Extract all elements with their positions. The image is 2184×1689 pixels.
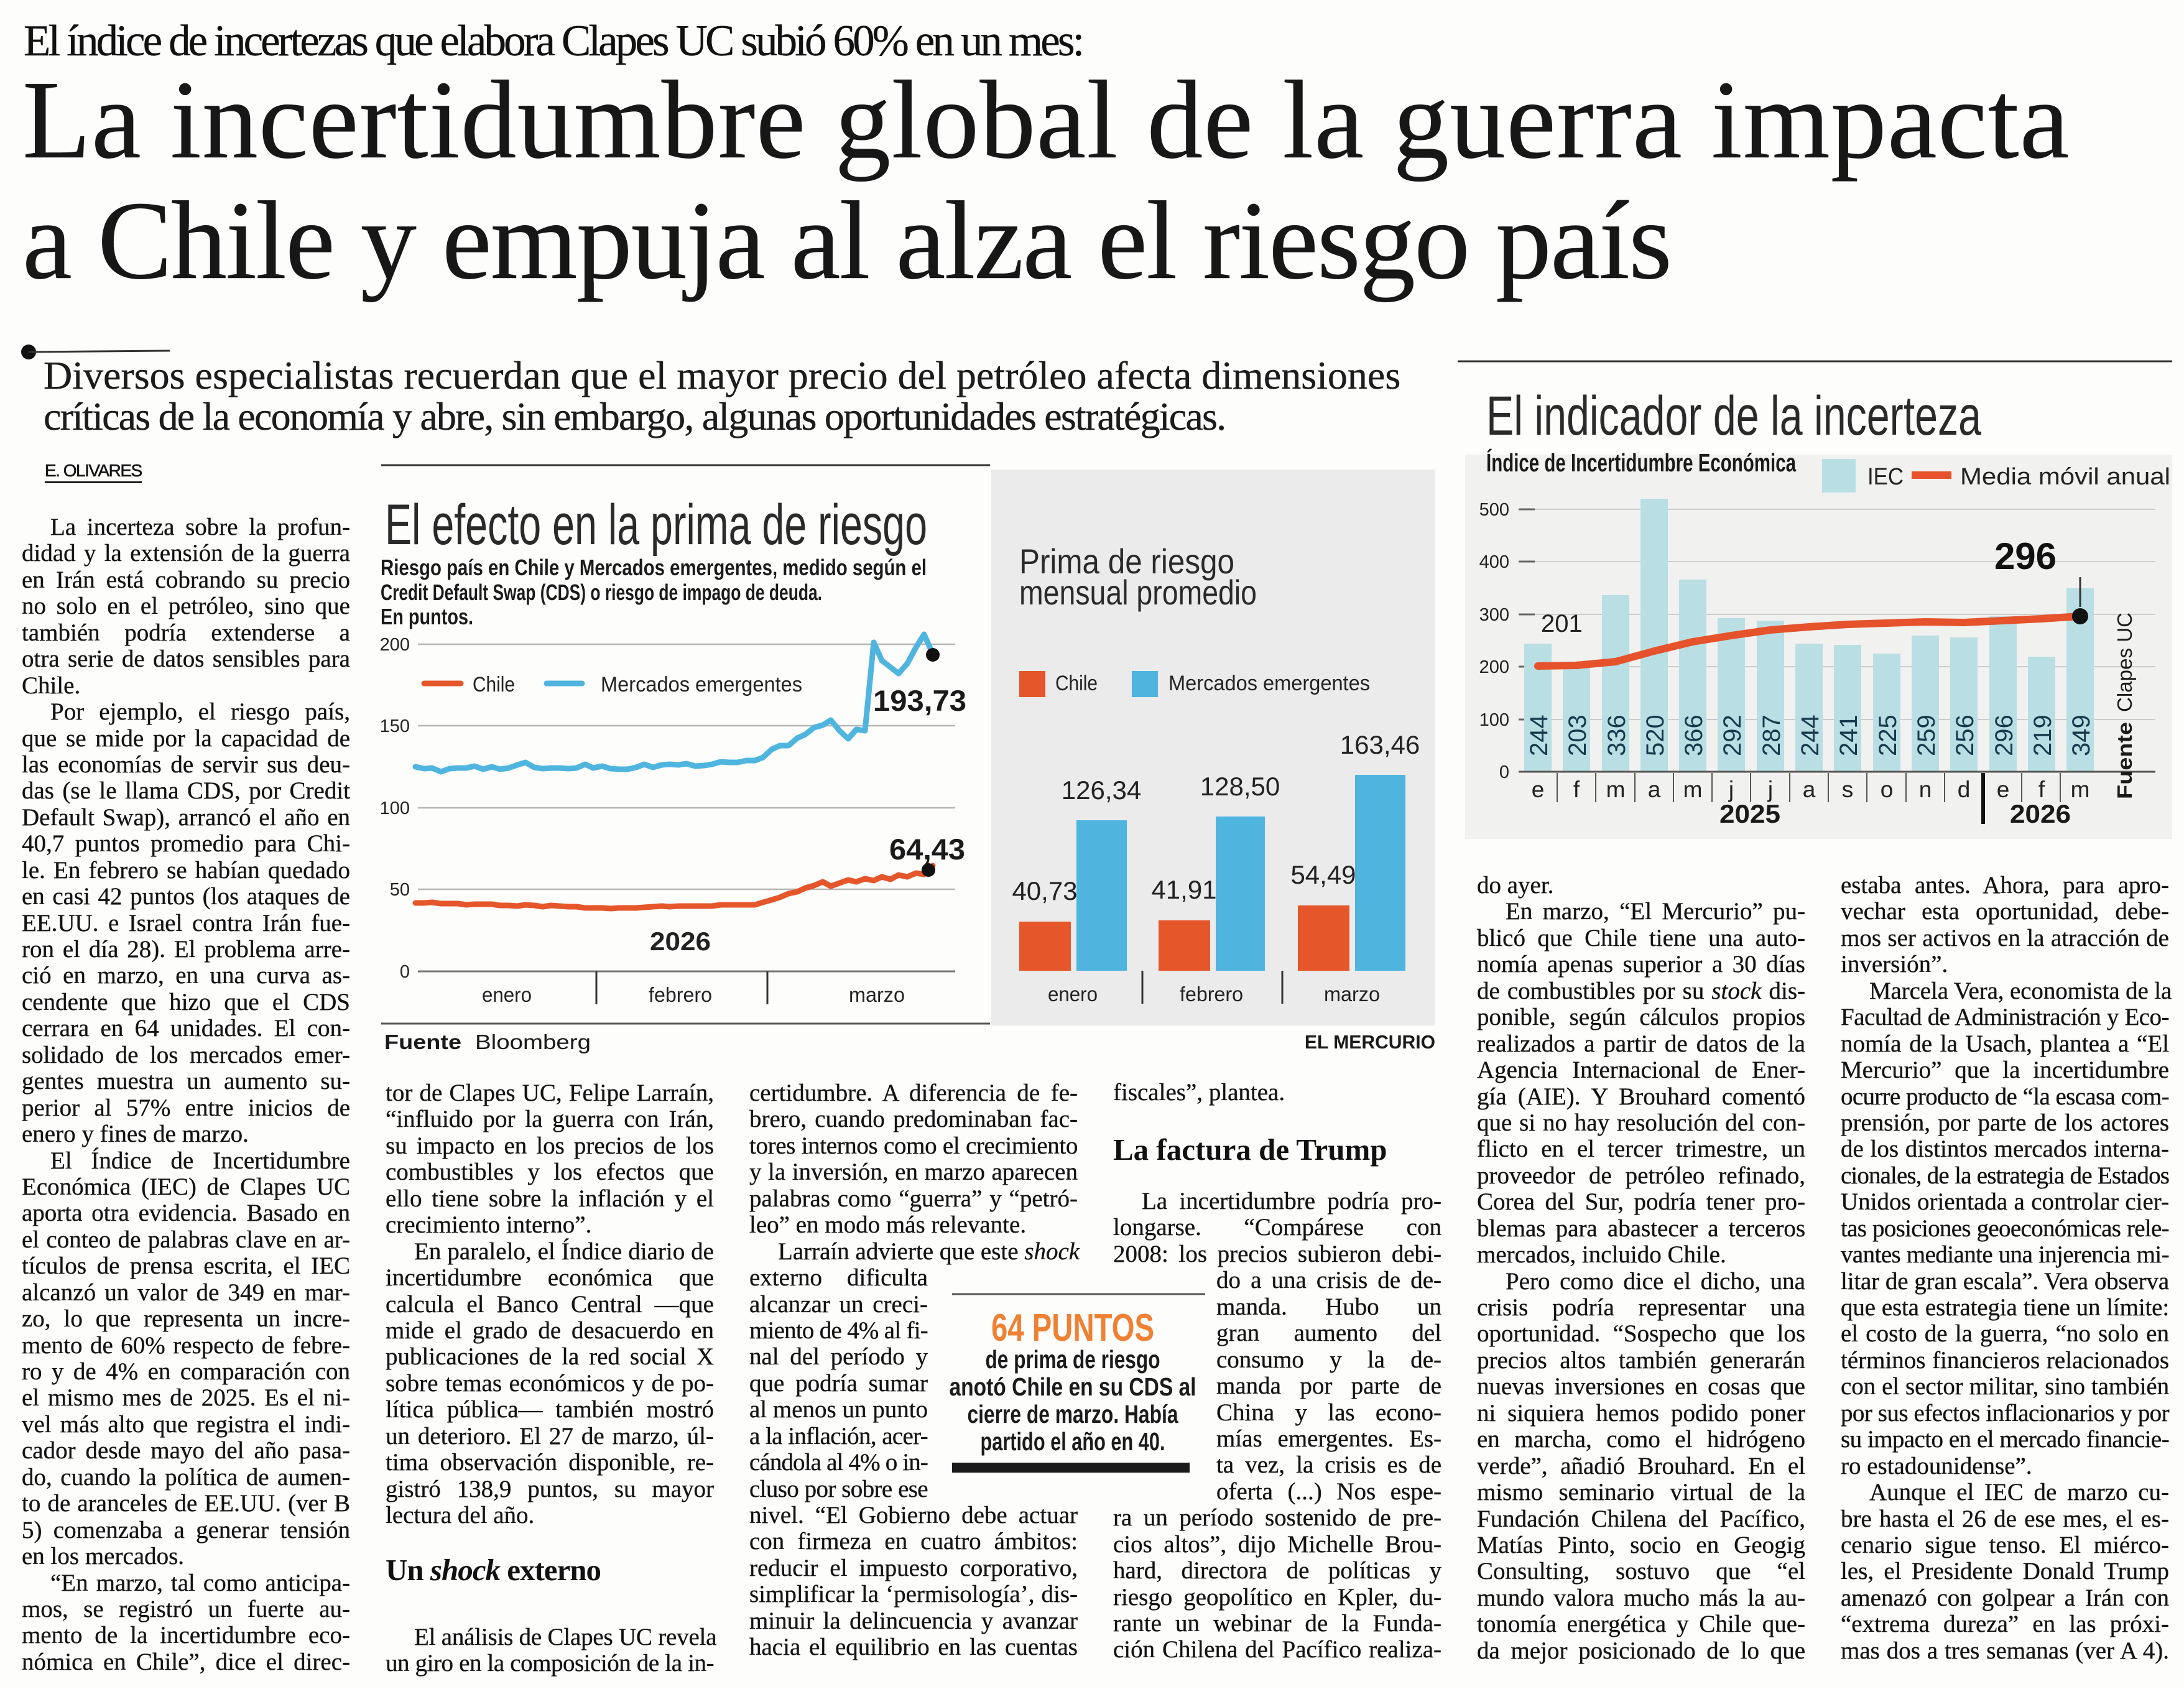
- svg-text:IEC: IEC: [1867, 464, 1904, 490]
- svg-text:100: 100: [1479, 710, 1509, 730]
- svg-text:64 PUNTOS: 64 PUNTOS: [991, 1307, 1154, 1349]
- svg-text:Chile: Chile: [1055, 672, 1098, 695]
- svg-text:m: m: [1683, 777, 1703, 802]
- svg-text:marzo: marzo: [849, 983, 905, 1006]
- svg-text:m: m: [2071, 777, 2090, 802]
- svg-text:225: 225: [1874, 715, 1902, 756]
- svg-text:54,49: 54,49: [1290, 860, 1356, 889]
- svg-text:j: j: [1728, 777, 1734, 802]
- svg-text:a: a: [1648, 777, 1661, 802]
- svg-text:enero: enero: [482, 983, 532, 1006]
- svg-text:El indicador de la incerteza: El indicador de la incerteza: [1486, 384, 1981, 447]
- svg-text:o: o: [1881, 777, 1894, 802]
- svg-text:244: 244: [1525, 715, 1553, 756]
- svg-text:241: 241: [1835, 715, 1862, 756]
- svg-text:de prima de riesgo: de prima de riesgo: [986, 1345, 1160, 1374]
- svg-text:d: d: [1958, 777, 1971, 802]
- svg-text:El efecto en la prima de riesg: El efecto en la prima de riesgo: [385, 493, 927, 557]
- svg-text:336: 336: [1603, 715, 1631, 756]
- svg-text:cierre de marzo. Había: cierre de marzo. Había: [968, 1400, 1179, 1428]
- svg-text:400: 400: [1479, 552, 1509, 572]
- svg-text:febrero: febrero: [649, 983, 712, 1006]
- svg-text:500: 500: [1479, 500, 1509, 520]
- svg-text:244: 244: [1797, 715, 1824, 756]
- svg-text:100: 100: [380, 798, 410, 818]
- svg-text:e: e: [1532, 777, 1545, 802]
- svg-text:Mercados emergentes: Mercados emergentes: [601, 673, 802, 696]
- svg-text:Bloomberg: Bloomberg: [475, 1030, 591, 1053]
- svg-text:2026: 2026: [2010, 799, 2071, 828]
- svg-text:Mercados emergentes: Mercados emergentes: [1168, 672, 1370, 695]
- svg-text:349: 349: [2068, 715, 2095, 756]
- svg-text:Fuente: Fuente: [2113, 722, 2136, 799]
- svg-text:f: f: [2038, 777, 2045, 802]
- svg-text:203: 203: [1564, 715, 1591, 756]
- svg-text:163,46: 163,46: [1340, 730, 1420, 759]
- svg-text:anotó Chile en su CDS al: anotó Chile en su CDS al: [950, 1372, 1196, 1401]
- svg-text:j: j: [1767, 777, 1773, 802]
- svg-text:a: a: [1803, 777, 1816, 802]
- svg-text:50: 50: [390, 880, 410, 900]
- svg-text:40,73: 40,73: [1012, 876, 1077, 905]
- svg-text:200: 200: [1479, 657, 1509, 677]
- svg-text:n: n: [1919, 777, 1932, 802]
- svg-text:Índice de Incertidumbre Económ: Índice de Incertidumbre Económica: [1486, 448, 1797, 477]
- svg-text:Chile: Chile: [473, 673, 515, 696]
- svg-text:Clapes UC: Clapes UC: [2113, 613, 2136, 712]
- svg-text:200: 200: [380, 635, 410, 655]
- svg-text:s: s: [1842, 777, 1854, 802]
- svg-text:EL MERCURIO: EL MERCURIO: [1305, 1031, 1435, 1053]
- svg-text:Credit Default Swap (CDS) o r: Credit Default Swap (CDS) o riesgo de im…: [381, 580, 822, 605]
- svg-text:296: 296: [1994, 535, 2057, 577]
- svg-text:0: 0: [400, 962, 410, 982]
- svg-text:287: 287: [1758, 715, 1785, 756]
- svg-text:Fuente: Fuente: [384, 1030, 461, 1053]
- svg-text:m: m: [1606, 777, 1626, 802]
- svg-text:Media móvil anual: Media móvil anual: [1960, 464, 2170, 490]
- svg-text:41,91: 41,91: [1151, 875, 1216, 904]
- svg-text:256: 256: [1951, 715, 1979, 756]
- svg-text:0: 0: [1499, 762, 1509, 782]
- svg-text:366: 366: [1680, 715, 1708, 756]
- svg-text:e: e: [1997, 777, 2010, 802]
- svg-text:300: 300: [1479, 605, 1509, 625]
- svg-text:201: 201: [1541, 610, 1583, 637]
- svg-text:520: 520: [1642, 715, 1669, 756]
- svg-text:296: 296: [1991, 715, 2018, 756]
- svg-text:marzo: marzo: [1324, 983, 1380, 1006]
- svg-text:2025: 2025: [1719, 799, 1780, 828]
- svg-text:2026: 2026: [650, 927, 711, 956]
- svg-text:150: 150: [380, 716, 410, 736]
- svg-text:Prima de riesgo: Prima de riesgo: [1019, 542, 1234, 581]
- svg-text:mensual promedio: mensual promedio: [1019, 573, 1257, 612]
- svg-text:259: 259: [1913, 715, 1940, 756]
- svg-text:f: f: [1573, 777, 1580, 802]
- svg-text:enero: enero: [1048, 983, 1098, 1006]
- svg-text:128,50: 128,50: [1200, 772, 1280, 801]
- svg-text:64,43: 64,43: [889, 833, 965, 866]
- svg-text:partido el año en 40.: partido el año en 40.: [981, 1427, 1165, 1456]
- svg-text:febrero: febrero: [1180, 983, 1243, 1006]
- svg-text:292: 292: [1719, 715, 1746, 756]
- svg-text:En puntos.: En puntos.: [381, 604, 473, 629]
- svg-text:219: 219: [2029, 715, 2057, 756]
- svg-text:Riesgo país en Chile y Mercado: Riesgo país en Chile y Mercados emergent…: [381, 555, 927, 580]
- svg-text:126,34: 126,34: [1062, 775, 1141, 805]
- svg-text:193,73: 193,73: [873, 684, 966, 717]
